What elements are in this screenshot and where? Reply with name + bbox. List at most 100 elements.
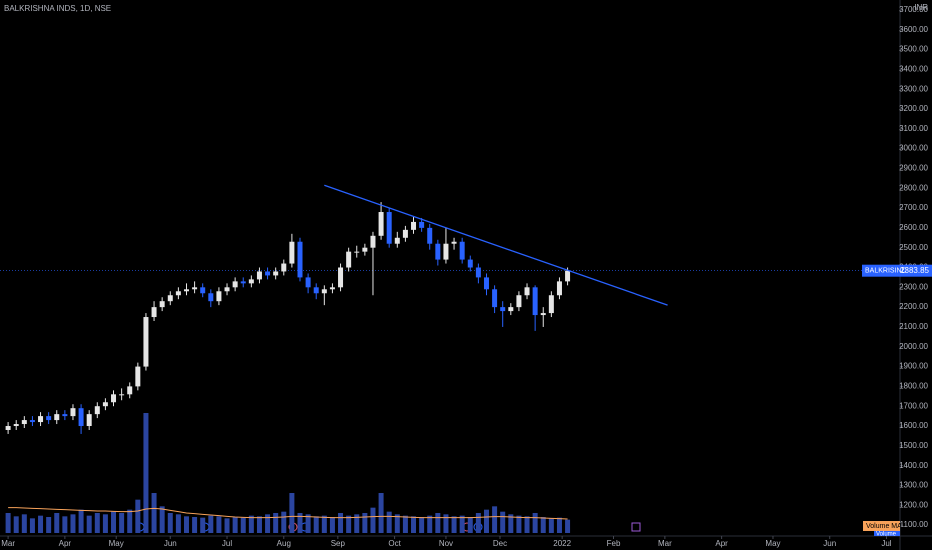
volume-bar <box>248 515 254 533</box>
volume-bar <box>329 517 335 533</box>
volume-bar <box>175 514 181 533</box>
volume-bar <box>524 516 530 533</box>
event-marker <box>631 522 641 532</box>
volume-bar <box>427 515 433 533</box>
candle-body <box>78 408 84 427</box>
volume-bar <box>435 513 441 533</box>
candle-body <box>532 287 538 316</box>
volume-bar <box>54 513 60 533</box>
candle-body <box>362 247 368 252</box>
candle-body <box>281 263 287 272</box>
y-tick-label: 3700.00 <box>899 5 928 14</box>
candle-body <box>483 277 489 290</box>
candle-body <box>451 241 457 244</box>
candle-body <box>111 394 117 403</box>
candle-body <box>151 307 157 318</box>
volume-bar <box>78 509 84 533</box>
trendline <box>324 184 668 306</box>
candle-body <box>427 227 433 244</box>
volume-bar <box>167 513 173 533</box>
x-tick-label: Mar <box>1 539 15 548</box>
volume-bar <box>548 518 554 533</box>
volume-bar <box>265 514 271 533</box>
volume-bar <box>127 509 133 533</box>
y-tick-label: 1700.00 <box>899 401 928 410</box>
volume-bar <box>46 517 52 533</box>
x-tick-label: Jul <box>881 539 891 548</box>
volume-bar <box>500 511 506 533</box>
candle-body <box>21 420 27 425</box>
y-tick-label: 2900.00 <box>899 164 928 173</box>
candle-body <box>224 287 230 292</box>
volume-bar <box>362 513 368 533</box>
volume-bar <box>70 514 76 533</box>
y-tick-label: 1400.00 <box>899 461 928 470</box>
candle-body <box>127 386 133 395</box>
candle-body <box>556 281 562 296</box>
volume-bar <box>38 515 44 533</box>
price-tag <box>862 264 932 277</box>
volume-bar <box>135 499 141 533</box>
volume-bar <box>508 514 514 533</box>
volume-bar <box>443 514 449 533</box>
volume-bar <box>492 506 498 533</box>
candle-body <box>459 241 465 260</box>
candle-body <box>167 295 173 302</box>
x-tick-label: Dec <box>493 539 507 548</box>
y-tick-label: 2700.00 <box>899 203 928 212</box>
candle-body <box>265 271 271 276</box>
volume-bar <box>102 514 108 533</box>
volume-bar <box>451 516 457 533</box>
y-tick-label: 1300.00 <box>899 481 928 490</box>
x-tick-label: May <box>109 539 124 548</box>
volume-bar <box>62 516 68 533</box>
x-tick-label: May <box>765 539 780 548</box>
y-tick-label: 3200.00 <box>899 104 928 113</box>
volume-bar <box>338 513 344 533</box>
candle-body <box>370 235 376 248</box>
candle-body <box>435 243 441 260</box>
candle-body <box>256 271 262 280</box>
x-tick-label: Aug <box>277 539 291 548</box>
volume-tag-label: Volume <box>876 532 897 538</box>
candle-body <box>500 307 506 312</box>
y-tick-label: 3000.00 <box>899 144 928 153</box>
y-tick-label: 1900.00 <box>899 362 928 371</box>
candle-body <box>467 259 473 268</box>
volume-bar <box>29 518 35 533</box>
volume-tag <box>874 531 900 536</box>
candle-body <box>378 212 384 236</box>
candle-body <box>540 313 546 316</box>
volume-bar <box>532 513 538 533</box>
candle-body <box>516 295 522 308</box>
candle-body <box>329 287 335 290</box>
volume-bar <box>159 506 165 533</box>
candle-body <box>102 402 108 407</box>
candle-body <box>411 221 417 230</box>
volume-bar <box>378 493 384 533</box>
candle-body <box>402 229 408 238</box>
candle-body <box>175 291 181 296</box>
volume-bar <box>119 513 125 533</box>
volume-bar <box>386 511 392 533</box>
x-tick-label: Nov <box>439 539 453 548</box>
candle-body <box>183 289 189 292</box>
y-tick-label: 2000.00 <box>899 342 928 351</box>
candle-body <box>248 279 254 284</box>
chart-title: BALKRISHNA INDS, 1D, NSE <box>4 4 111 13</box>
y-tick-label: 3400.00 <box>899 64 928 73</box>
y-tick-label: 2800.00 <box>899 183 928 192</box>
candle-body <box>240 281 246 284</box>
candle-body <box>135 366 141 387</box>
y-tick-label: 2500.00 <box>899 243 928 252</box>
candle-body <box>29 420 35 423</box>
candle-body <box>394 237 400 244</box>
volume-bar <box>540 517 546 533</box>
y-tick-label: 1800.00 <box>899 381 928 390</box>
volume-bar <box>402 515 408 533</box>
volume-bar <box>183 516 189 533</box>
y-tick-label: 1500.00 <box>899 441 928 450</box>
candle-body <box>508 307 514 312</box>
